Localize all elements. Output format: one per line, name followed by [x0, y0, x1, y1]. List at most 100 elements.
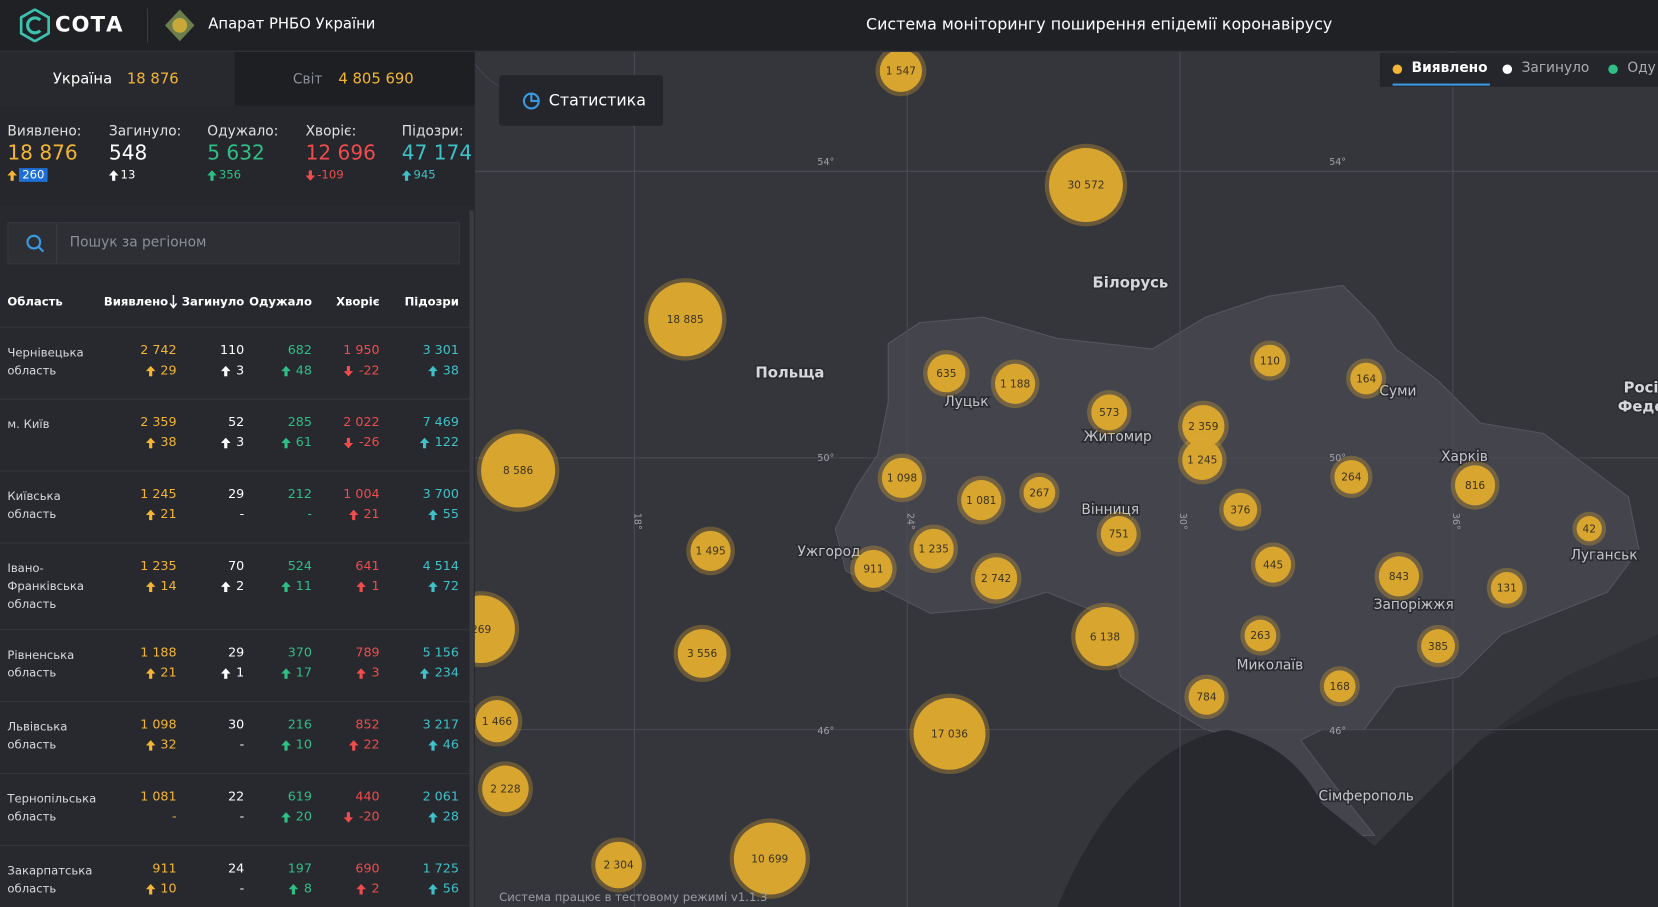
arrow-icon — [281, 438, 291, 449]
region-bubble[interactable]: 18 885 — [644, 278, 726, 360]
row-divider — [0, 327, 475, 328]
place-label: Феде — [1618, 398, 1658, 415]
arrow-icon — [109, 170, 119, 181]
button-label: Статистика — [549, 91, 646, 110]
region-bubble[interactable]: 30 572 — [1045, 144, 1127, 226]
region-bubble[interactable]: 751 — [1097, 512, 1141, 556]
arrow-icon — [146, 438, 156, 449]
region-bubble[interactable]: 385 — [1417, 625, 1459, 667]
row-divider — [0, 701, 475, 702]
place-label: Луцьк — [944, 394, 988, 410]
cell-value: 29 — [228, 486, 244, 501]
region-bubble[interactable]: 2 742 — [971, 553, 1022, 604]
arrow — [146, 668, 156, 679]
stat-label: Загинуло: — [109, 124, 181, 140]
divider — [147, 8, 148, 42]
arrow — [207, 170, 217, 181]
bubble-label: 18 885 — [667, 314, 704, 326]
region-bubble[interactable]: 1 235 — [909, 524, 958, 573]
region-bubble[interactable]: 2 228 — [478, 761, 533, 816]
arrow — [428, 510, 438, 521]
region-bubble[interactable]: 816 — [1451, 461, 1500, 510]
stat-value: 548 — [109, 142, 147, 165]
footer-note: Система працює в тестовому режимі v1.1.3 — [499, 890, 767, 904]
cell-value: 2 359 — [140, 415, 176, 430]
cell-delta: 61 — [296, 435, 312, 450]
cell-delta: 234 — [435, 665, 459, 680]
arrow-icon — [221, 366, 231, 377]
arrow — [356, 582, 366, 593]
region-bubble[interactable]: 843 — [1375, 552, 1424, 601]
page-title: Система моніторингу поширення епідемії к… — [866, 15, 1332, 34]
region-bubble[interactable]: 168 — [1320, 666, 1360, 706]
region-bubble[interactable]: 1 547 — [876, 45, 927, 96]
region-bubble[interactable]: 3 556 — [674, 625, 731, 682]
cell-delta: - — [240, 809, 245, 824]
arrow — [306, 170, 316, 181]
layer-tabs: Виявлено Загинуло Оду — [1380, 53, 1658, 87]
region-bubble[interactable]: 131 — [1487, 568, 1527, 608]
layer-tab[interactable]: Виявлено — [1393, 53, 1490, 86]
tab-ukraine[interactable]: Україна 18 876 — [0, 52, 235, 106]
bubble-label: 573 — [1099, 407, 1119, 419]
arrow — [281, 740, 291, 751]
region-bubble[interactable]: 1 081 — [957, 476, 1006, 525]
cell-value: 285 — [288, 415, 312, 430]
graticule-label: 30° — [1177, 513, 1188, 530]
cell-delta: 1 — [236, 665, 244, 680]
region-name: Івано-Франківська область — [7, 559, 100, 613]
layer-tab[interactable]: Загинуло — [1503, 53, 1598, 87]
region-bubble[interactable]: 1 188 — [991, 360, 1040, 409]
place-label: Росі — [1624, 379, 1658, 396]
bubble-label: 6 138 — [1090, 631, 1120, 643]
arrow — [281, 812, 291, 823]
region-bubble[interactable]: 10 699 — [730, 818, 810, 898]
region-bubble[interactable]: 263 — [1240, 615, 1280, 655]
region-bubble[interactable]: 110 — [1250, 340, 1290, 380]
region-bubble[interactable]: 445 — [1251, 542, 1295, 586]
region-bubble[interactable]: 164 — [1346, 358, 1386, 398]
search-box[interactable]: Пошук за регіоном — [7, 222, 460, 264]
column-header: Загинуло — [182, 295, 244, 309]
tab-label: Світ — [293, 72, 323, 88]
bubble-label: 635 — [936, 368, 956, 380]
cell-value: 789 — [355, 645, 379, 660]
region-bubble[interactable]: 1 245 — [1178, 436, 1227, 485]
cell-delta: 46 — [443, 737, 459, 752]
region-bubble[interactable]: 264 — [1330, 456, 1372, 498]
scrollbar[interactable] — [469, 210, 473, 907]
cell-delta: 22 — [363, 737, 379, 752]
graticule-label: 24° — [904, 513, 915, 530]
region-bubble[interactable]: 573 — [1087, 390, 1131, 434]
tab-world[interactable]: Світ 4 805 690 — [235, 52, 475, 106]
cell-value: 852 — [355, 717, 379, 732]
region-bubble[interactable]: 267 — [1019, 473, 1059, 513]
layer-tab[interactable]: Оду — [1608, 53, 1658, 87]
region-bubble[interactable]: 6 138 — [1071, 603, 1139, 671]
cell-value: 1 098 — [140, 717, 176, 732]
region-bubble[interactable]: 2 304 — [591, 837, 646, 892]
region-bubble[interactable]: 911 — [850, 546, 897, 593]
arrow-icon — [281, 812, 291, 823]
layer-label: Виявлено — [1412, 60, 1488, 76]
bubble-label: 843 — [1389, 571, 1409, 583]
region-bubble[interactable]: 635 — [923, 350, 970, 397]
arrow-icon — [356, 582, 366, 593]
stat-delta: 356 — [219, 168, 241, 182]
search-placeholder: Пошук за регіоном — [70, 235, 207, 251]
region-name: Закарпатська область — [7, 862, 100, 898]
region-bubble[interactable]: 1 495 — [686, 527, 735, 576]
region-bubble[interactable]: 8 586 — [477, 429, 559, 511]
graticule-label: 54° — [817, 157, 834, 168]
region-bubble[interactable]: 42 — [1572, 512, 1606, 546]
region-name: м. Київ — [7, 416, 100, 434]
bubble-label: 784 — [1196, 692, 1216, 704]
region-bubble[interactable]: 17 036 — [909, 694, 989, 774]
statistics-button[interactable]: Статистика — [499, 75, 663, 126]
stat-value: 5 632 — [207, 142, 265, 165]
region-bubble[interactable]: 784 — [1184, 675, 1228, 719]
region-bubble[interactable]: 376 — [1219, 489, 1261, 531]
region-bubble[interactable]: 1 098 — [878, 454, 927, 503]
region-bubble[interactable]: 1 466 — [472, 696, 523, 747]
arrow-icon — [344, 812, 354, 823]
